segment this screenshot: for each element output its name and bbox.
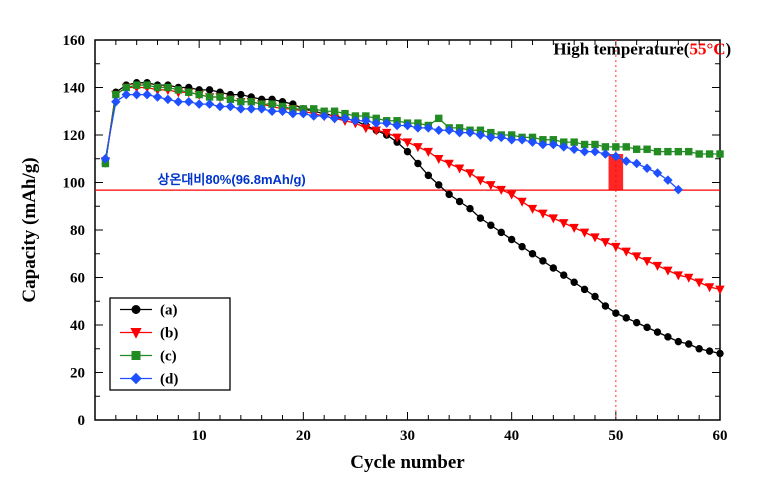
y-tick-label: 140 — [63, 81, 86, 97]
x-tick-label: 50 — [608, 428, 623, 444]
capacity-vs-cycle-chart: 10 20 30 40 50 60 0 20 40 60 80 100 120 140 160 Cycle n… — [0, 0, 760, 504]
y-tick-label: 0 — [78, 413, 86, 429]
y-tick-label: 20 — [70, 366, 85, 382]
y-tick-label: 120 — [63, 128, 86, 144]
legend-label: (b) — [160, 326, 178, 342]
y-tick-label: 160 — [63, 33, 86, 49]
y-tick-label: 80 — [70, 223, 85, 239]
y-tick-label: 40 — [70, 318, 85, 334]
ref-line-label: 상온대비80%(96.8mAh/g) — [158, 172, 306, 187]
legend-label: (c) — [160, 349, 177, 365]
x-tick-label: 40 — [504, 428, 519, 444]
y-tick-label: 100 — [63, 176, 86, 192]
x-tick-label: 60 — [713, 428, 728, 444]
x-axis-label: Cycle number — [350, 452, 465, 473]
y-tick-label: 60 — [70, 271, 85, 287]
legend-label: (d) — [160, 372, 178, 388]
y-axis-label: Capacity (mAh/g) — [19, 157, 40, 302]
legend-label: (a) — [160, 303, 178, 319]
x-tick-label: 10 — [192, 428, 207, 444]
title-annotation: High temperature(55°C) — [553, 39, 731, 58]
chart-container: 10 20 30 40 50 60 0 20 40 60 80 100 120 140 160 Cycle n… — [0, 0, 760, 504]
legend: (a) (b) (c) (d) — [110, 298, 230, 390]
x-tick-label: 20 — [296, 428, 311, 444]
x-tick-label: 30 — [400, 428, 415, 444]
